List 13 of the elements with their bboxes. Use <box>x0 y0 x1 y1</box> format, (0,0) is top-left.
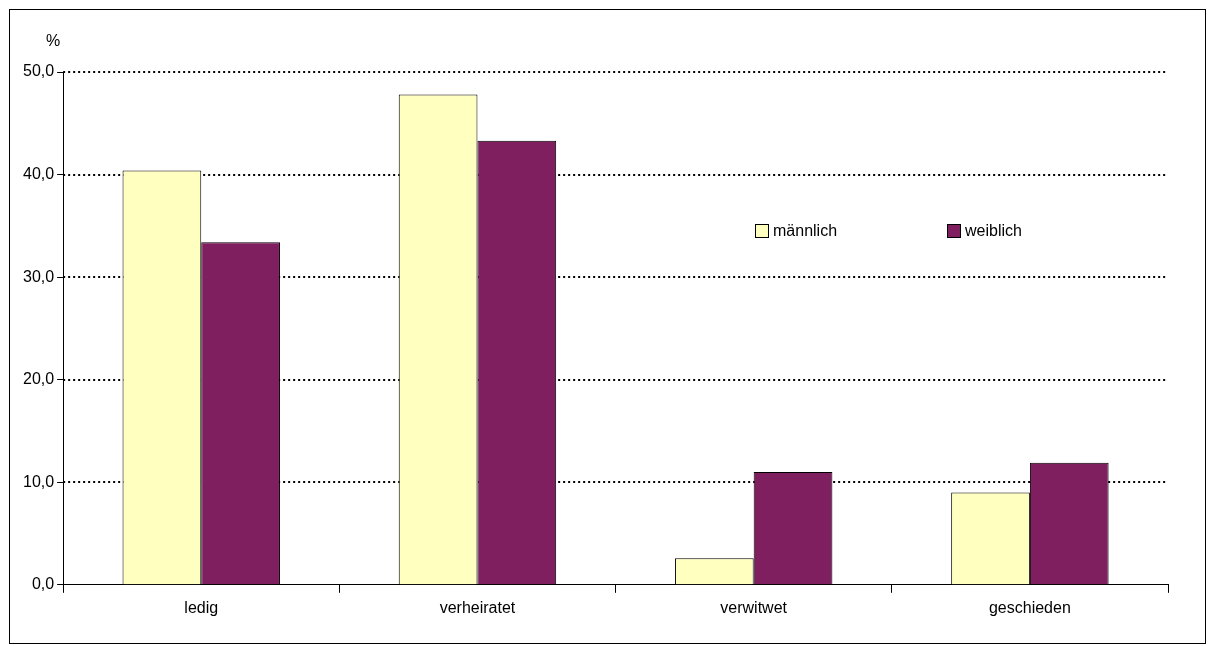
legend-label: männlich <box>773 222 838 240</box>
x-tick-label: verwitwet <box>720 598 788 616</box>
y-tick-label: 50,0 <box>23 62 55 80</box>
y-tick-label: 20,0 <box>23 370 55 388</box>
y-axis-title: % <box>46 32 61 50</box>
y-tick-label: 10,0 <box>23 472 55 490</box>
legend-label: weiblich <box>965 222 1022 240</box>
x-tick-label: verheiratet <box>439 598 516 616</box>
y-tick-label: 30,0 <box>23 267 55 285</box>
x-tick-label: geschieden <box>988 598 1071 616</box>
x-tick-label: ledig <box>184 598 219 616</box>
y-tick-label: 0,0 <box>31 575 55 593</box>
y-tick-label: 40,0 <box>23 164 55 182</box>
